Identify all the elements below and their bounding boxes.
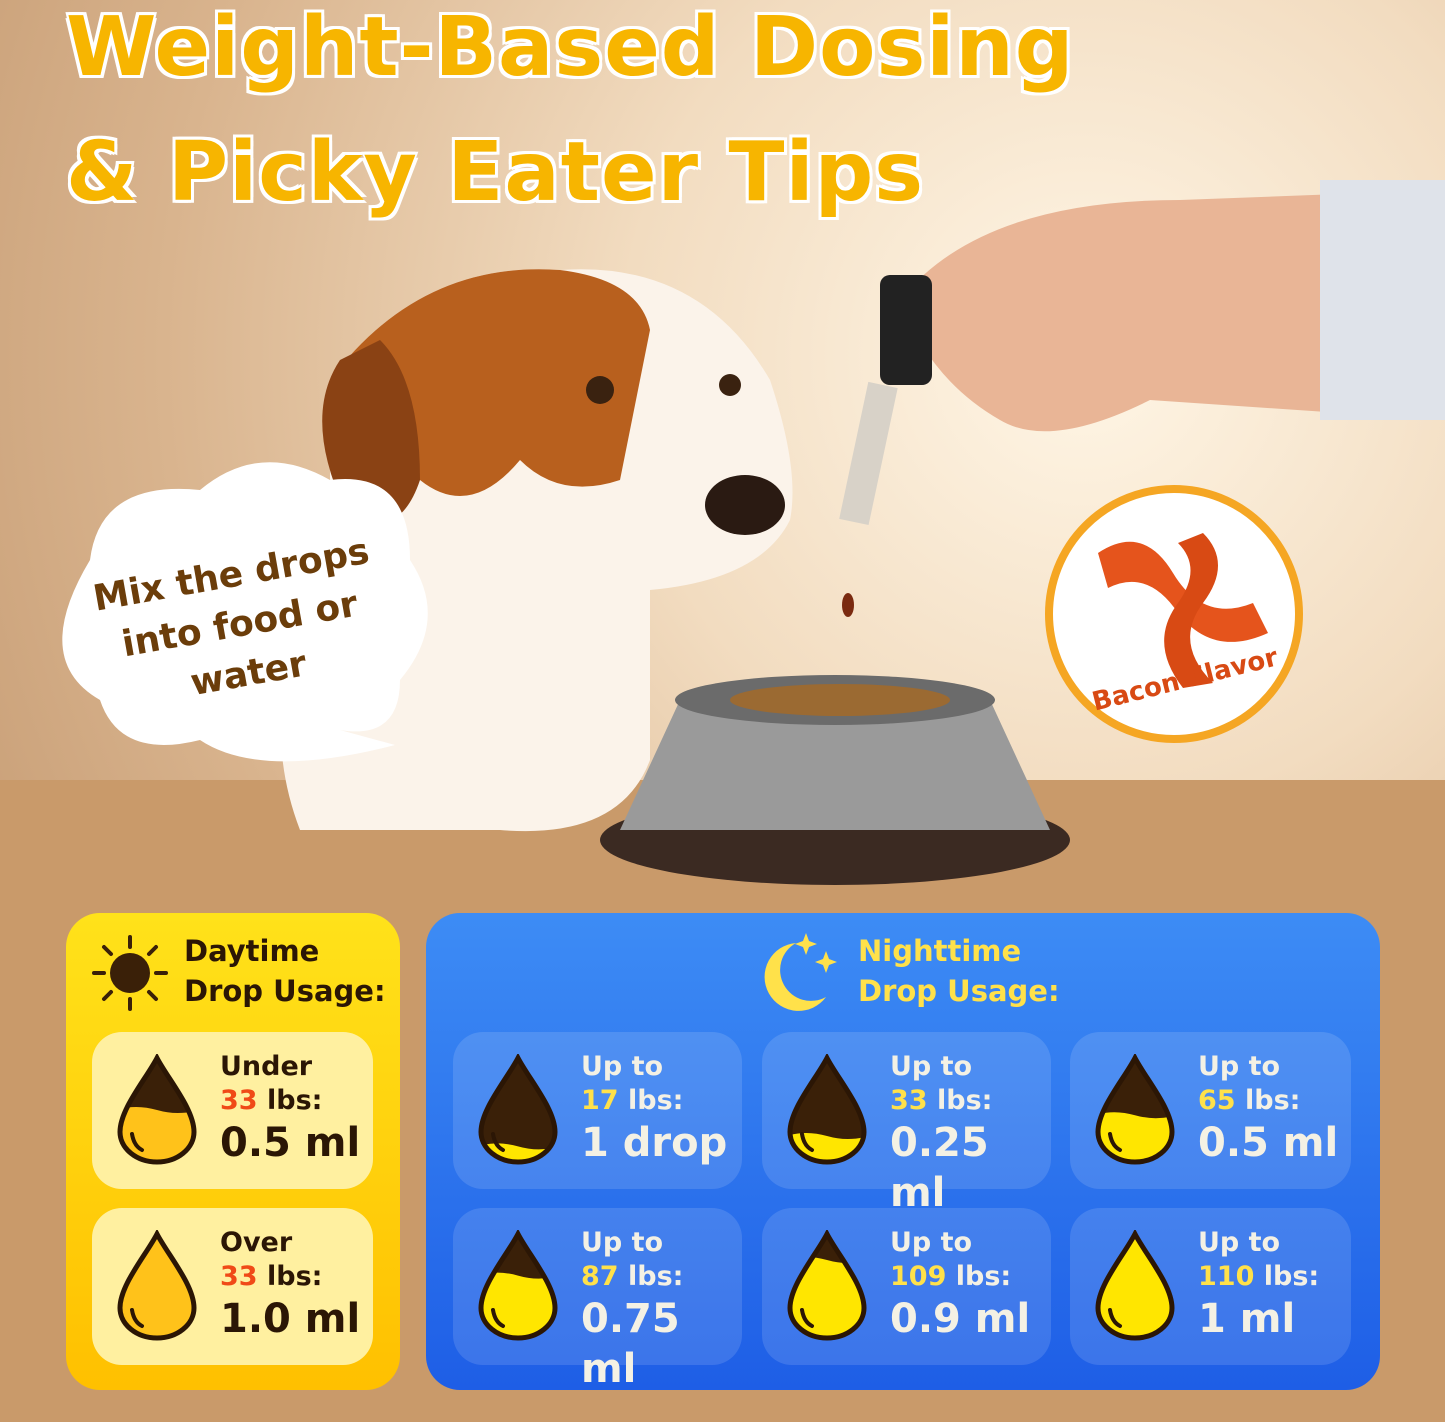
dose-prefix: Up to [1198, 1051, 1281, 1082]
drop-level-icon [117, 1230, 197, 1341]
dose-card: Up to 110 lbs: 1 ml [1070, 1208, 1351, 1365]
nighttime-heading-2: Drop Usage: [858, 974, 1060, 1008]
nighttime-heading-1: Nighttime [858, 934, 1022, 968]
dose-card: Under 33 lbs: 0.5 ml [92, 1032, 373, 1189]
dose-amount: 1 ml [1198, 1296, 1296, 1342]
dose-weight: 65 [1198, 1085, 1236, 1116]
drop-level-icon [787, 1054, 867, 1165]
drop-level-icon [117, 1054, 197, 1165]
dose-unit: lbs: [627, 1261, 684, 1292]
moon-stars-icon [764, 933, 837, 1011]
drop-level-icon [478, 1230, 558, 1341]
drop-level-icon [478, 1054, 558, 1165]
dose-weight: 33 [890, 1085, 928, 1116]
dose-card: Up to 87 lbs: 0.75 ml [453, 1208, 742, 1392]
bacon-icon [1098, 533, 1268, 688]
daytime-panel: Daytime Drop Usage: Under 33 lbs: 0.5 ml… [66, 913, 400, 1390]
dose-amount: 0.25 ml [890, 1120, 989, 1216]
dose-unit: lbs: [266, 1085, 323, 1116]
dog-illustration [280, 269, 793, 832]
dose-prefix: Under [220, 1051, 313, 1082]
dose-card: Up to 17 lbs: 1 drop [453, 1032, 742, 1189]
drop-level-icon [1095, 1054, 1175, 1165]
dose-unit: lbs: [266, 1261, 323, 1292]
daytime-heading-2: Drop Usage: [184, 974, 386, 1008]
speech-bubble [62, 462, 428, 762]
page-title-line-1: Weight-Based Dosing [66, 0, 1075, 95]
dose-unit: lbs: [955, 1261, 1012, 1292]
sun-icon [92, 935, 168, 1011]
dose-prefix: Up to [581, 1227, 664, 1258]
drop-level-icon [787, 1230, 867, 1341]
dose-card: Up to 109 lbs: 0.9 ml [762, 1208, 1051, 1365]
dose-weight: 110 [1198, 1261, 1255, 1292]
dose-card: Over 33 lbs: 1.0 ml [92, 1208, 373, 1365]
dose-card: Up to 65 lbs: 0.5 ml [1070, 1032, 1351, 1189]
dose-weight: 87 [581, 1261, 619, 1292]
dose-amount: 0.75 ml [581, 1296, 680, 1392]
dose-amount: 1 drop [581, 1120, 728, 1166]
hand-with-dropper [839, 180, 1445, 617]
dose-weight: 33 [220, 1085, 258, 1116]
daytime-heading-1: Daytime [184, 934, 320, 968]
dose-unit: lbs: [627, 1085, 684, 1116]
dose-unit: lbs: [1244, 1085, 1301, 1116]
dose-weight: 17 [581, 1085, 619, 1116]
dose-amount: 0.5 ml [220, 1120, 361, 1166]
dose-prefix: Up to [581, 1051, 664, 1082]
dose-amount: 1.0 ml [220, 1296, 361, 1342]
dose-amount: 0.9 ml [890, 1296, 1031, 1342]
nighttime-panel: Nighttime Drop Usage: Up to 17 lbs: 1 dr… [426, 913, 1380, 1392]
food-bowl [600, 675, 1070, 885]
dose-weight: 109 [890, 1261, 947, 1292]
drop-level-icon [1095, 1230, 1175, 1341]
dose-unit: lbs: [1263, 1261, 1320, 1292]
dose-prefix: Up to [1198, 1227, 1281, 1258]
page-title-line-2: & Picky Eater Tips [66, 125, 925, 220]
dose-prefix: Up to [890, 1051, 973, 1082]
dose-prefix: Over [220, 1227, 293, 1258]
dose-card: Up to 33 lbs: 0.25 ml [762, 1032, 1051, 1216]
dose-amount: 0.5 ml [1198, 1120, 1339, 1166]
bacon-flavor-badge [1045, 485, 1303, 743]
dose-prefix: Up to [890, 1227, 973, 1258]
dose-weight: 33 [220, 1261, 258, 1292]
dose-unit: lbs: [936, 1085, 993, 1116]
